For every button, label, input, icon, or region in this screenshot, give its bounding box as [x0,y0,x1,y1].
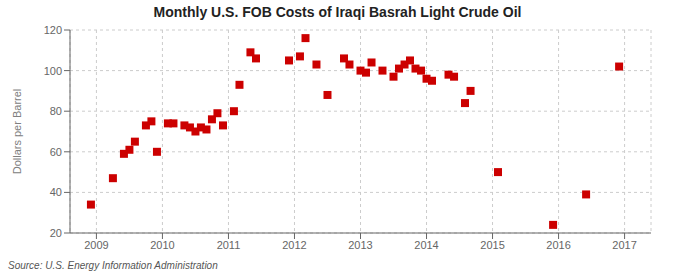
svg-text:Dollars per Barrel: Dollars per Barrel [11,89,23,175]
svg-text:20: 20 [50,227,62,239]
svg-text:2014: 2014 [414,239,438,251]
svg-text:2010: 2010 [150,239,174,251]
svg-text:80: 80 [50,105,62,117]
svg-text:2016: 2016 [546,239,570,251]
svg-text:2009: 2009 [84,239,108,251]
html-text:Monthly U.S. FOB Costs of Iraq: Monthly U.S. FOB Costs of Iraqi Basrah L… [153,4,522,20]
svg-text:2017: 2017 [612,239,636,251]
svg-text:40: 40 [50,186,62,198]
svg-text:100: 100 [44,65,62,77]
html-text:Source: U.S. Energy Informatio: Source: U.S. Energy Information Administ… [8,260,218,271]
svg-text:2013: 2013 [348,239,372,251]
svg-text:2012: 2012 [282,239,306,251]
svg-text:120: 120 [44,24,62,36]
svg-text:60: 60 [50,146,62,158]
svg-text:2011: 2011 [217,239,241,251]
svg-text:2015: 2015 [480,239,504,251]
